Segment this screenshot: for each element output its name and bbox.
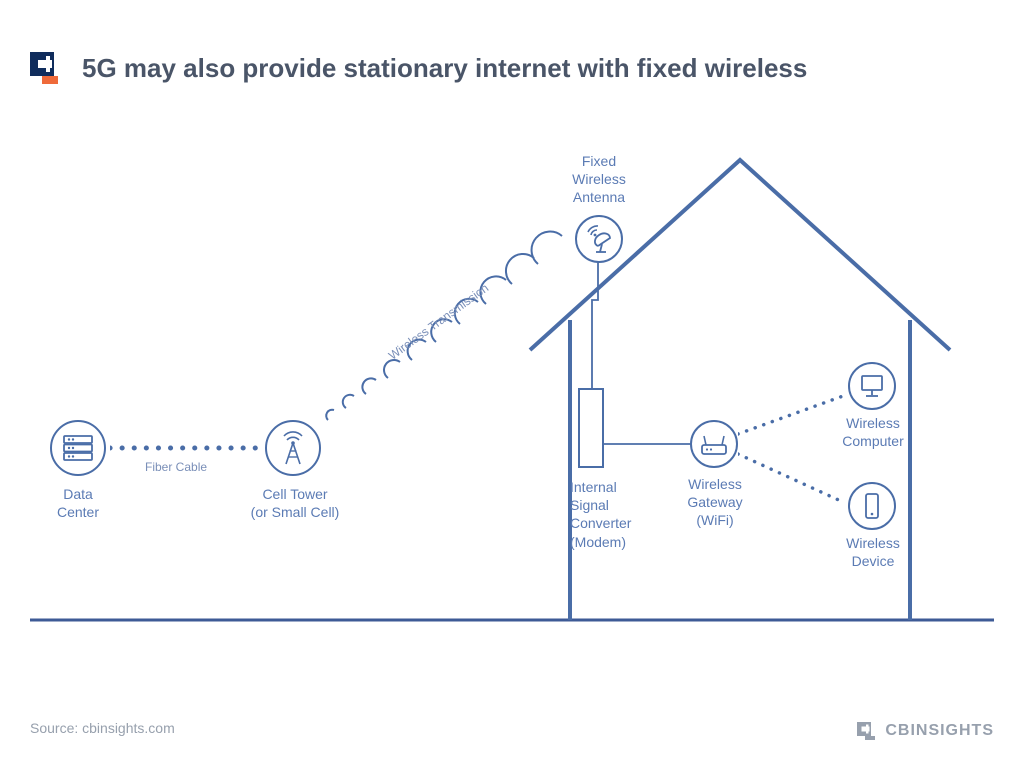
cbinsights-logo-small-icon: [857, 722, 879, 740]
data-center-icon: [50, 420, 106, 476]
antenna-icon: [575, 215, 623, 263]
brand-footer: CBINSIGHTS: [857, 722, 994, 740]
wifi-router-icon: [690, 420, 738, 468]
cell-tower-label: Cell Tower(or Small Cell): [240, 485, 350, 521]
modem-label: InternalSignalConverter(Modem): [570, 478, 650, 551]
device-label: WirelessDevice: [830, 534, 916, 570]
diagram-canvas: DataCenter Fiber Cable Cell Tower(or Sma…: [30, 130, 994, 688]
page-title: 5G may also provide stationary internet …: [82, 53, 807, 84]
wifi-to-device: [738, 450, 848, 510]
modem-icon: [578, 388, 604, 468]
antenna-label: FixedWirelessAntenna: [560, 152, 638, 207]
wireless-arcs: [310, 210, 590, 440]
brand-footer-text: CBINSIGHTS: [885, 722, 994, 740]
antenna-wire: [590, 260, 630, 390]
computer-icon: [848, 362, 896, 410]
fiber-cable-label: Fiber Cable: [145, 460, 207, 474]
source-text: Source: cbinsights.com: [30, 720, 175, 736]
phone-icon: [848, 482, 896, 530]
modem-wire: [604, 442, 694, 446]
data-center-label: DataCenter: [38, 485, 118, 521]
header: 5G may also provide stationary internet …: [0, 0, 1024, 106]
fiber-cable-line: [110, 440, 260, 456]
computer-label: WirelessComputer: [830, 414, 916, 450]
cbinsights-logo-icon: [30, 50, 66, 86]
